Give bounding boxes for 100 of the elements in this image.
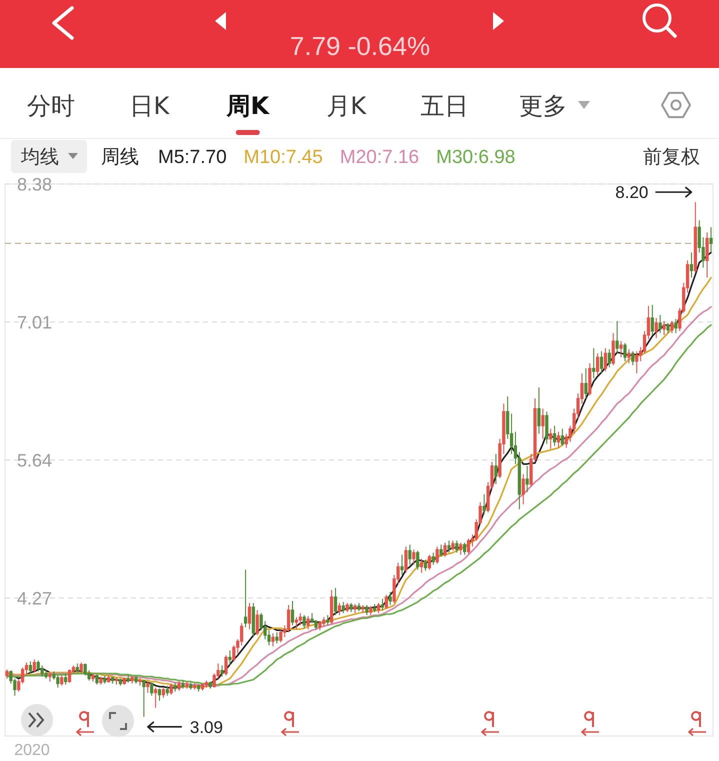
candlestick — [346, 602, 349, 613]
candlestick — [200, 683, 204, 692]
candlestick — [322, 616, 326, 627]
candlestick — [99, 676, 102, 686]
y-tick-label: 4.27 — [17, 588, 52, 608]
candlestick — [482, 494, 486, 515]
text: 前复权 — [643, 146, 700, 168]
candlestick — [440, 544, 443, 558]
candlestick — [244, 569, 248, 628]
candlestick — [350, 602, 353, 613]
candlestick — [592, 348, 596, 379]
candlestick — [298, 612, 302, 626]
candlestick — [44, 669, 48, 680]
candlestick — [522, 474, 525, 505]
candlestick — [541, 408, 544, 440]
candlestick — [36, 660, 40, 672]
y-tick-label: 5.64 — [17, 450, 52, 470]
candlestick — [306, 616, 310, 630]
candlestick — [658, 314, 662, 334]
candlestick — [56, 675, 60, 688]
text: 月K — [326, 92, 368, 120]
candlestick — [5, 669, 9, 680]
candlestick — [463, 542, 466, 556]
candlestick — [197, 684, 200, 692]
candlestick — [408, 544, 412, 566]
candlestick — [447, 540, 451, 554]
candlestick — [84, 662, 87, 676]
candlestick — [64, 673, 68, 686]
text: M30:6.98 — [436, 147, 516, 168]
candlestick — [130, 676, 134, 684]
candlestick — [556, 431, 560, 448]
candlestick — [110, 676, 114, 684]
candlestick — [338, 602, 342, 616]
candlestick — [526, 466, 529, 493]
candlestick — [142, 679, 146, 718]
candlestick — [424, 559, 428, 572]
text: M10:7.45 — [244, 147, 323, 168]
candlestick — [91, 673, 95, 682]
candlestick — [694, 202, 697, 274]
text: 周K — [225, 92, 270, 120]
candlestick — [428, 554, 432, 570]
candlestick — [154, 687, 158, 708]
candlestick — [631, 350, 634, 366]
candlestick — [560, 428, 564, 446]
candlestick — [361, 604, 365, 614]
candlestick — [365, 604, 368, 616]
candlestick — [596, 352, 600, 376]
text: 日K — [130, 92, 171, 120]
candlestick — [635, 350, 638, 374]
y-tick-label: 8.38 — [17, 174, 52, 194]
candlestick — [334, 587, 338, 616]
candlestick — [537, 386, 541, 434]
candlestick — [388, 591, 392, 606]
candlestick — [619, 340, 623, 358]
candlestick — [318, 620, 322, 631]
candlestick — [416, 550, 420, 570]
candlestick — [357, 602, 361, 612]
candlestick — [107, 675, 110, 684]
candlestick — [709, 226, 713, 253]
candlestick — [294, 616, 298, 630]
text: 五日 — [420, 92, 469, 120]
candlestick — [138, 678, 142, 686]
candlestick — [612, 332, 615, 366]
candlestick — [400, 554, 404, 576]
candlestick — [181, 680, 185, 690]
candlestick — [220, 664, 224, 678]
candlestick — [271, 632, 275, 647]
legend-title: 周线 — [101, 146, 139, 168]
candlestick — [290, 600, 294, 626]
candlestick — [420, 558, 424, 574]
candlestick — [28, 660, 32, 674]
candlestick — [369, 606, 372, 616]
candlestick — [670, 320, 674, 334]
candlestick — [412, 549, 416, 566]
y-tick-label: 7.01 — [17, 312, 52, 332]
text: 更多 — [519, 92, 567, 120]
candlestick — [208, 681, 212, 690]
candlestick — [552, 425, 556, 446]
candlestick — [103, 675, 106, 684]
candlestick — [48, 672, 52, 682]
candlestick — [376, 602, 380, 614]
candlestick — [584, 368, 588, 400]
candlestick — [432, 552, 435, 566]
candlestick — [146, 681, 150, 694]
candlestick — [342, 602, 345, 614]
candlestick — [134, 676, 138, 684]
candlestick — [118, 678, 122, 686]
candlestick — [451, 540, 454, 552]
candlestick — [80, 662, 83, 674]
candlestick — [654, 317, 658, 339]
candlestick — [76, 662, 79, 674]
text: M5:7.70 — [158, 147, 227, 168]
candlestick — [228, 650, 232, 666]
candlestick — [674, 318, 678, 334]
candlestick — [326, 614, 330, 626]
candlestick — [662, 320, 666, 336]
candlestick — [162, 687, 166, 698]
text: 分时 — [27, 92, 75, 120]
candlestick — [380, 598, 384, 611]
candlestick — [627, 348, 630, 364]
